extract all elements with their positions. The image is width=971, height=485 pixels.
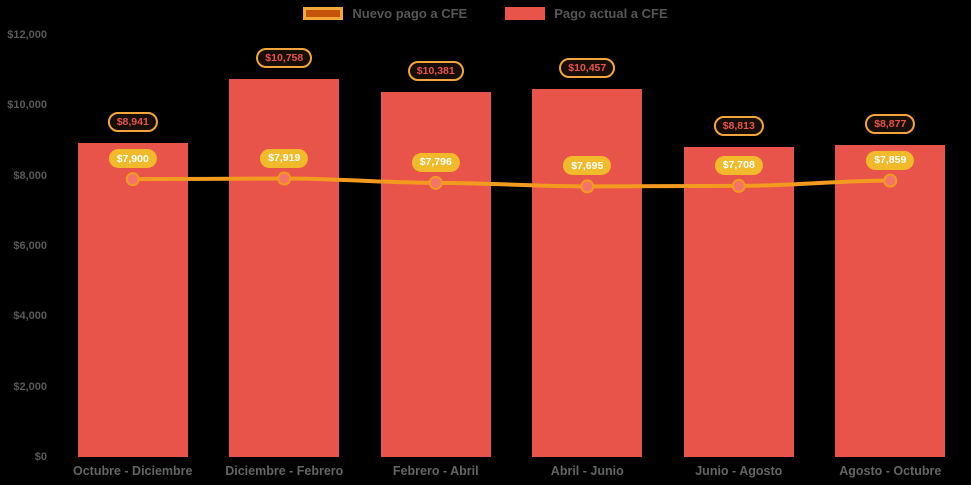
legend-label: Nuevo pago a CFE (352, 6, 468, 21)
chart-legend: Nuevo pago a CFE Pago actual a CFE (0, 6, 971, 21)
bar-4[interactable] (532, 89, 643, 457)
bar-2[interactable] (229, 78, 340, 457)
line-value-label: $7,919 (260, 148, 309, 168)
bar-value-label: $10,381 (407, 60, 464, 81)
bar-value-label: $10,457 (559, 58, 616, 79)
line-marker-6[interactable] (883, 173, 898, 188)
x-axis-label: Junio - Agosto (695, 464, 783, 478)
x-axis-label: Febrero - Abril (392, 464, 479, 478)
bar-3[interactable] (380, 91, 491, 457)
legend-item-nuevo-pago[interactable]: Nuevo pago a CFE (303, 6, 467, 21)
y-tick-label: $4,000 (13, 310, 47, 323)
line-marker-4[interactable] (580, 179, 595, 194)
legend-item-pago-actual[interactable]: Pago actual a CFE (505, 6, 668, 21)
y-tick-label: $12,000 (7, 29, 47, 41)
line-swatch-icon (303, 7, 344, 20)
bar-value-label: $8,941 (107, 111, 158, 132)
bar-value-label: $8,877 (865, 113, 916, 134)
legend-label: Pago actual a CFE (554, 6, 668, 21)
line-value-label: $7,708 (714, 155, 763, 175)
x-axis-label: Agosto - Octubre (839, 464, 942, 478)
bar-value-label: $10,758 (256, 47, 313, 68)
line-marker-3[interactable] (428, 175, 443, 190)
nuevo-pago-line (132, 176, 891, 189)
bar-6[interactable] (835, 144, 946, 457)
y-tick-label: $0 (34, 451, 47, 463)
line-value-label: $7,900 (108, 149, 157, 169)
y-tick-label: $8,000 (13, 169, 47, 182)
line-marker-5[interactable] (731, 178, 746, 193)
y-tick-label: $2,000 (13, 380, 47, 393)
line-marker-1[interactable] (125, 172, 140, 187)
y-tick-label: $10,000 (7, 99, 47, 112)
y-tick-label: $6,000 (13, 240, 47, 252)
bar-value-label: $8,813 (713, 116, 764, 137)
x-axis-label: Octubre - Diciembre (73, 464, 193, 478)
x-axis-label: Abril - Junio (550, 464, 624, 478)
line-value-label: $7,859 (866, 150, 915, 170)
bar-swatch-icon (505, 7, 546, 20)
line-value-label: $7,695 (563, 156, 612, 176)
x-axis-label: Diciembre - Febrero (225, 464, 344, 478)
bar-5[interactable] (683, 147, 794, 457)
bar-1[interactable] (77, 142, 188, 457)
line-marker-2[interactable] (277, 171, 292, 186)
line-value-label: $7,796 (411, 152, 460, 172)
